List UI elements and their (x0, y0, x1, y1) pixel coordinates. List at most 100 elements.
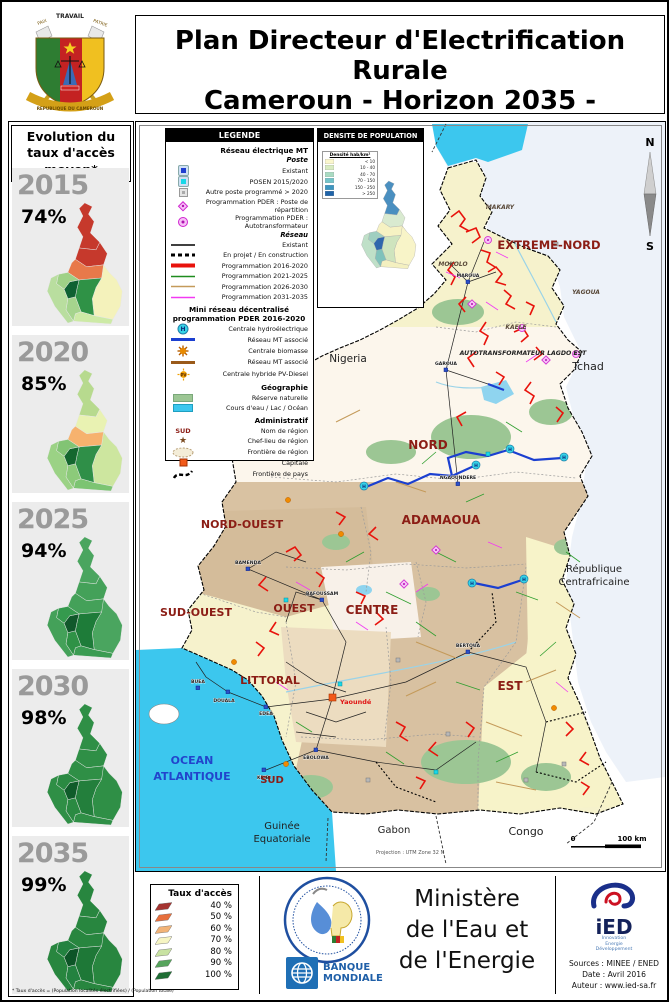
ocean-label-line1: OCEAN (171, 754, 214, 767)
world-bank-logo: BANQUE MONDIALE (286, 957, 383, 989)
legend-item: POSEN 2015/2020 (170, 176, 308, 187)
legend-item: H Centrale hydroélectrique (170, 323, 308, 335)
flag-stripes (332, 936, 344, 943)
hydro-network-lines (365, 382, 563, 590)
emblem-motto: TRAVAIL (56, 13, 84, 20)
ied-word-3: Développement (595, 947, 633, 953)
panel-year: 2020 (17, 337, 89, 368)
svg-text:NORD: NORD (408, 438, 447, 452)
ied-name: iED (595, 915, 633, 939)
svg-text:NGAOUNDERE: NGAOUNDERE (440, 475, 476, 481)
density-class: 10 - 40 (325, 165, 375, 172)
access-class: 70 % (151, 935, 238, 947)
legend-title: LEGENDE (166, 129, 313, 142)
svg-text:DOUALA: DOUALA (213, 698, 235, 704)
cameroon-minimap-2025 (46, 536, 123, 659)
svg-text:0: 0 (571, 835, 576, 843)
bioko-island (148, 703, 180, 725)
legend-item: ★ Chef-lieu de région (170, 436, 308, 447)
access-panel-2020: 2020 85% (12, 335, 129, 493)
svg-text:Congo: Congo (508, 825, 543, 838)
panel-year: 2030 (17, 671, 89, 702)
svg-text:BERTOUA: BERTOUA (456, 643, 481, 649)
legend-item: Frontière de pays (170, 468, 308, 480)
line-2031-2035-icon (170, 295, 196, 300)
water-swatch (170, 404, 196, 413)
svg-text:KAELE: KAELE (505, 324, 527, 331)
svg-text:Nigeria: Nigeria (329, 353, 367, 365)
svg-text:Tchad: Tchad (571, 360, 604, 373)
access-class: 80 % (151, 946, 238, 958)
city-markers (195, 279, 470, 772)
svg-text:PV: PV (180, 372, 187, 377)
access-panel-2035: 2035 99% (12, 836, 129, 994)
program-2021-2025-lines (295, 421, 581, 765)
access-class: 100 % (151, 969, 238, 981)
rivers-lakes (285, 181, 557, 693)
legend-mini-title-line1: Mini réseau décentralisé (189, 304, 289, 314)
svg-text:BUEA: BUEA (191, 679, 205, 685)
reserve-swatch (170, 393, 196, 402)
svg-text:ADAMAOUA: ADAMAOUA (402, 513, 481, 527)
legend-item: Existant (170, 165, 308, 176)
program-2031-2035-lines (275, 251, 569, 693)
panel-year: 2025 (17, 504, 89, 535)
ied-word-2: Energie (605, 941, 623, 947)
hydro-mt-line-icon (170, 337, 196, 342)
pv-plant-icons (231, 497, 557, 767)
ocean-label-line2: ATLANTIQUE (153, 770, 230, 783)
legend-network-title: Réseau électrique MT (220, 146, 308, 155)
panel-access-rate: 98% (21, 707, 67, 729)
legend-item: Capitale (170, 458, 308, 469)
legend-item: Programmation PDER : Autotransformateur (170, 214, 308, 230)
legend-item: Cours d'eau / Lac / Océan (170, 403, 308, 414)
legend-item: Centrale biomasse (170, 345, 308, 357)
substation-markers (283, 236, 580, 783)
atlantic-ocean (136, 648, 336, 871)
scale-bar: 0 100 km (571, 835, 647, 849)
svg-text:YAGOUA: YAGOUA (572, 289, 600, 296)
svg-text:EXTREME-NORD: EXTREME-NORD (497, 238, 600, 252)
cameroon-minimap-2035 (46, 870, 123, 993)
legend-item: Existant (170, 240, 308, 251)
access-class: 60 % (151, 923, 238, 935)
density-class: 150 - 250 (325, 184, 375, 191)
city-labels: MAROUA GAROUA NGAOUNDERE BERTOUA BAMENDA… (191, 273, 481, 782)
panel-access-rate: 74% (21, 206, 67, 228)
svg-text:MAKARY: MAKARY (486, 204, 515, 211)
legend-poste-title: Poste (286, 156, 308, 164)
legend-item: Réserve naturelle (170, 393, 308, 404)
region-labels: EXTREME-NORD NORD ADAMAOUA NORD-OUEST OU… (160, 238, 601, 786)
access-rate-legend: Taux d'accès 40 % 50 % 60 % 70 % 80 % 90… (150, 884, 239, 990)
svg-text:H: H (180, 326, 185, 333)
svg-text:République: République (566, 563, 622, 575)
svg-text:KRIBI: KRIBI (257, 775, 271, 781)
region-name-sample: SUD (175, 426, 191, 435)
main-map: H H H H H H (135, 121, 666, 872)
legend-item: Réseau MT associé (170, 357, 308, 368)
panel-access-rate: 94% (21, 540, 67, 562)
ministry-logo (283, 876, 371, 964)
legend-geo-title: Géographie (261, 382, 308, 392)
legend-item: Programmation 2021-2025 (170, 271, 308, 282)
substation-existing-icon (170, 165, 196, 176)
emblem-ribbon-right: PATRIE (92, 18, 108, 29)
sources-line: Sources : MINEE / ENED (568, 959, 659, 969)
access-legend-title: Taux d'accès (168, 889, 232, 899)
author-line: Auteur : www.ied-sa.fr (571, 981, 657, 991)
svg-text:CENTRE: CENTRE (346, 603, 399, 617)
cameroon-map-svg: H H H H H H (136, 122, 665, 871)
legend-admin-title: Administratif (254, 415, 308, 425)
legend-item: PV Centrale hybride PV-Diesel (170, 368, 308, 381)
program-2026-2030-lines (335, 409, 581, 791)
svg-text:Centrafricaine: Centrafricaine (559, 577, 630, 588)
footer-divider-right (555, 876, 556, 994)
svg-text:SUD: SUD (260, 775, 284, 786)
access-panel-2025: 2025 94% (12, 502, 129, 660)
ied-word-1: Innovation (601, 936, 627, 941)
autotransfo-label: AUTOTRANSFORMATEUR LAGDO EST (459, 350, 587, 357)
density-class: 70 - 150 (325, 178, 375, 185)
legend-item: Programmation 2016-2020 (170, 261, 308, 272)
biomass-plant-icon (170, 345, 196, 357)
title-box: Plan Directeur d'Electrification Rurale … (135, 15, 665, 129)
